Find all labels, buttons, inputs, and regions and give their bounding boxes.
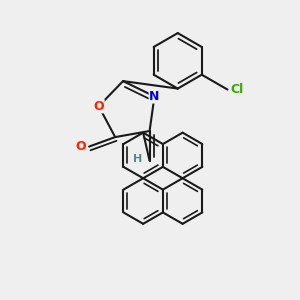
Text: H: H (133, 154, 142, 164)
Text: O: O (94, 100, 104, 113)
Text: N: N (149, 90, 160, 103)
Text: Cl: Cl (231, 83, 244, 96)
Text: O: O (76, 140, 86, 153)
